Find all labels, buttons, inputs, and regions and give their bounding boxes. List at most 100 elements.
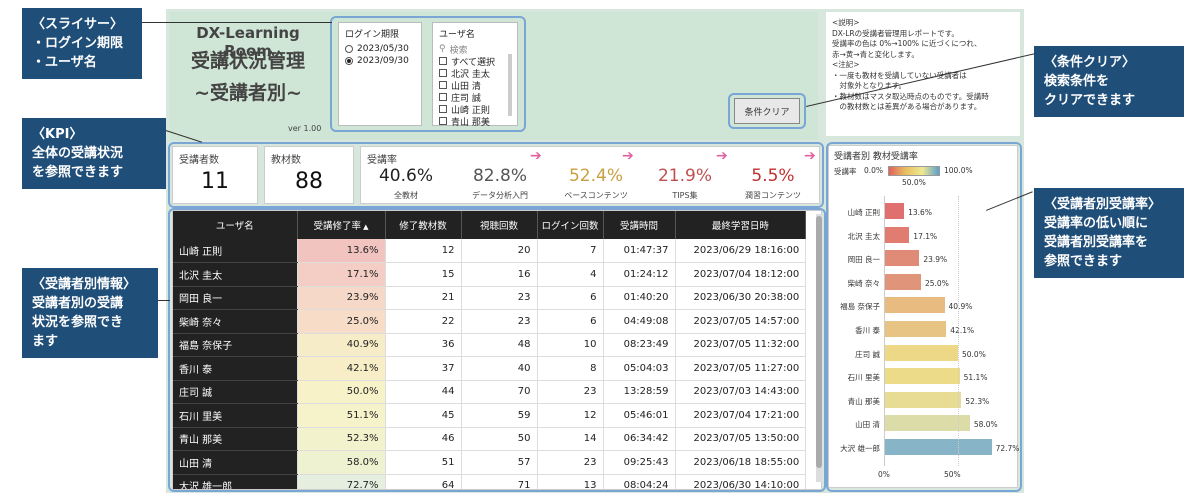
table-cell: 2023/06/29 18:16:00 [675,239,807,263]
table-highlight-frame [168,208,826,492]
bar-value-label: 40.9% [948,302,973,312]
login-option[interactable]: 2023/05/30 [345,43,415,55]
bar[interactable] [884,250,920,267]
description-line: の教材数とは差異がある場合があります。 [832,102,982,111]
bar-category-label: 石川 里美 [847,373,880,383]
user-option[interactable]: 庄司 誠 [439,91,511,104]
user-option[interactable]: 青山 那美 [439,115,511,128]
bar[interactable] [884,391,962,408]
table-row[interactable]: 柴崎 奈々 25.0% 22 23 6 04:49:08 2023/07/05 14:57:… [173,309,807,334]
radio-selected-icon[interactable] [345,57,353,65]
search-placeholder: 検索 [449,45,468,56]
description-panel: <説明> DX-LRの受講者管理用レポートです。 受講率の色は 0%→100% … [826,12,1020,136]
description-line: 対象外となります。 [832,81,907,90]
bar-category-label: 福島 奈保子 [840,302,880,312]
table-row[interactable]: 庄司 誠 50.0% 44 70 23 13:28:59 2023/07/03 14:43:… [173,380,807,404]
table-row[interactable]: 青山 那美 52.3% 46 50 14 06:34:42 2023/07/05 13:50… [173,427,807,451]
bar[interactable] [884,226,910,243]
login-option[interactable]: 2023/09/30 [345,55,415,67]
table-cell: 64 [385,474,462,489]
table-row[interactable]: 福島 奈保子 40.9% 36 48 10 08:23:49 2023/07/05 11:3… [173,333,807,357]
column-header[interactable]: 視聴回数 [461,211,538,239]
table-cell: 45 [385,403,462,428]
bar[interactable] [884,368,960,385]
version-label: ver 1.00 [288,124,322,133]
rate-item: 21.9% TIPS集 [648,166,722,201]
bar[interactable] [884,439,992,455]
legend-label: 受講率 [834,167,857,176]
x-tick: 50% [944,470,961,479]
clear-highlight-frame [728,93,806,129]
column-header[interactable]: 最終学習日時 [675,211,807,239]
table-row[interactable]: 岡田 良一 23.9% 21 23 6 01:40:20 2023/06/30 20:38:… [173,286,807,310]
table-row[interactable]: 北沢 圭太 17.1% 15 16 4 01:24:12 2023/07/04 18:12:… [173,262,807,287]
table-cell: 13:28:59 [603,380,676,404]
callout-line: クリアできます [1044,93,1136,108]
bar-value-label: 42.1% [950,326,975,335]
description-line: DX-LRの受講者管理用レポートです。 [832,28,959,38]
table-cell: 15 [385,262,462,287]
user-option[interactable]: 山田 清 [439,79,511,92]
checkbox-icon[interactable] [439,93,447,101]
table-cell: 2023/06/30 14:10:00 [675,474,807,489]
data-table: ユーザ名 受講修了率 ▲ 修了教材数 視聴回数 ログイン回数 受講時間 最終学習… [173,211,807,489]
table-row[interactable]: 石川 里美 51.1% 45 59 12 05:46:01 2023/07/04 17:21… [173,403,807,428]
bar[interactable] [884,344,958,361]
bar[interactable] [884,297,945,314]
bar[interactable] [884,321,947,337]
bar[interactable] [884,203,905,219]
table-cell: 50 [461,427,538,451]
table-scrollbar-thumb[interactable] [816,216,822,468]
table-row[interactable]: 山田 清 58.0% 51 57 23 09:25:43 2023/06/18 18:55:… [173,450,807,475]
user-option[interactable]: 北沢 圭太 [439,67,511,80]
bar-value-label: 17.1% [913,231,938,241]
table-row[interactable]: 山崎 正則 13.6% 12 20 7 01:47:37 2023/06/29 18:16:… [173,239,807,263]
callout-line: 受講者別の受講 [32,296,124,311]
callout-line: 参照できます [1044,254,1123,269]
login-period-slicer: ログイン期限 2023/05/30 2023/09/30 [338,22,422,126]
column-header[interactable]: ユーザ名 [173,211,298,239]
column-header[interactable]: 受講時間 [603,211,676,239]
bar-value-label: 13.6% [908,208,932,217]
checkbox-icon[interactable] [439,81,447,89]
bar[interactable] [884,273,921,290]
table-cell: 17.1% [297,262,386,287]
user-option[interactable]: すべて選択 [439,55,511,68]
drillthrough-arrow-icon[interactable]: ➔ [530,148,542,164]
slicer-search[interactable]: ⚲ 検索 [439,43,511,56]
table-cell: 6 [537,309,604,334]
table-row[interactable]: 大沢 雄一郎 72.7% 64 71 13 08:04:24 2023/06/30 14:1… [173,474,807,489]
column-header[interactable]: 修了教材数 [385,211,462,239]
bar-category-label: 岡田 良一 [847,255,880,265]
x-tick: 0% [878,470,890,479]
table-cell: 40 [461,356,538,381]
slicer-title: ユーザ名 [439,30,475,40]
drillthrough-arrow-icon[interactable]: ➔ [622,148,634,164]
table-row[interactable]: 香川 泰 42.1% 37 40 8 05:04:03 2023/07/05 11:27:0… [173,356,807,381]
checkbox-icon[interactable] [439,105,447,113]
drillthrough-arrow-icon[interactable]: ➔ [716,148,728,164]
description-line: 受講率の色は 0%→100% に近づくにつれ、 [832,39,982,48]
callout-line: 〈受講者別受講率〉 [1044,197,1162,212]
callout-line: 全体の受講状況 [32,146,124,161]
callout-line: 〈スライサー〉 [32,17,124,32]
table-cell: 25.0% [297,309,386,334]
option-label: 青山 那美 [451,117,490,128]
user-option[interactable]: 山崎 正則 [439,103,511,116]
user-name-cell: 北沢 圭太 [173,262,298,287]
bar[interactable] [884,415,970,432]
rate-item: 52.4% ベースコンテンツ [554,166,638,201]
table-cell: 2023/06/30 20:38:00 [675,286,807,310]
column-header[interactable]: ログイン回数 [537,211,604,239]
column-header-sorted[interactable]: 受講修了率 ▲ [297,211,386,239]
slicer-scrollbar[interactable] [508,54,512,116]
drillthrough-arrow-icon[interactable]: ➔ [804,148,816,164]
app-title: DX-Learning Room [196,24,300,60]
table-cell: 12 [537,403,604,428]
radio-icon[interactable] [345,45,353,53]
clear-filter-button[interactable]: 条件クリア [734,98,800,124]
checkbox-icon[interactable] [439,69,447,77]
checkbox-icon[interactable] [439,57,447,65]
table-cell: 6 [537,286,604,310]
checkbox-icon[interactable] [439,117,447,125]
